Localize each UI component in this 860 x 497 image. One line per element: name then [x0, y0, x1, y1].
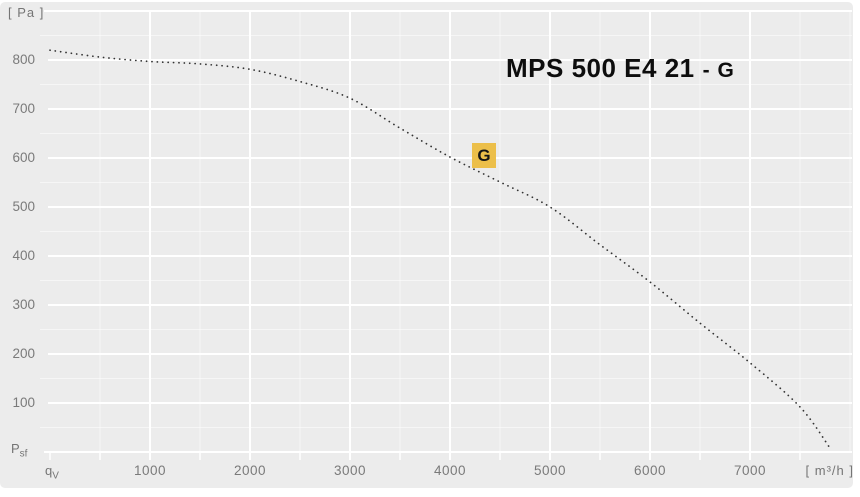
chart-title-main: MPS 500 E4 21 [506, 53, 695, 83]
x-tick-label-6000: 6000 [633, 463, 667, 478]
x-origin-subscript: V [52, 470, 59, 482]
y-axis-unit-label: [ Pa ] [8, 5, 45, 20]
duty-point-badge-g: G [472, 143, 496, 169]
x-tick-label-2000: 2000 [233, 463, 267, 478]
x-origin-base: q [45, 463, 53, 478]
x-tick-label-4000: 4000 [433, 463, 467, 478]
y-axis-origin-label: Psf [11, 441, 27, 460]
y-origin-base: P [11, 441, 20, 456]
chart-title: MPS 500 E4 21 - G [506, 53, 735, 84]
y-tick-label-100: 100 [12, 395, 35, 410]
chart-panel [0, 2, 853, 488]
chart-title-variant: - G [702, 59, 735, 82]
x-tick-label-1000: 1000 [133, 463, 167, 478]
y-tick-label-600: 600 [12, 150, 35, 165]
y-origin-subscript: sf [19, 448, 28, 460]
x-axis-unit-label: [ m³/h ] [805, 463, 854, 478]
x-tick-label-3000: 3000 [333, 463, 367, 478]
y-tick-label-400: 400 [12, 248, 35, 263]
x-axis-origin-label: qV [45, 463, 59, 482]
y-tick-label-500: 500 [12, 199, 35, 214]
y-tick-label-700: 700 [12, 101, 35, 116]
y-tick-label-800: 800 [12, 52, 35, 67]
x-tick-label-7000: 7000 [733, 463, 767, 478]
y-tick-label-300: 300 [12, 297, 35, 312]
fan-pressure-curve [49, 49, 831, 449]
x-tick-label-5000: 5000 [533, 463, 567, 478]
y-tick-label-200: 200 [12, 346, 35, 361]
